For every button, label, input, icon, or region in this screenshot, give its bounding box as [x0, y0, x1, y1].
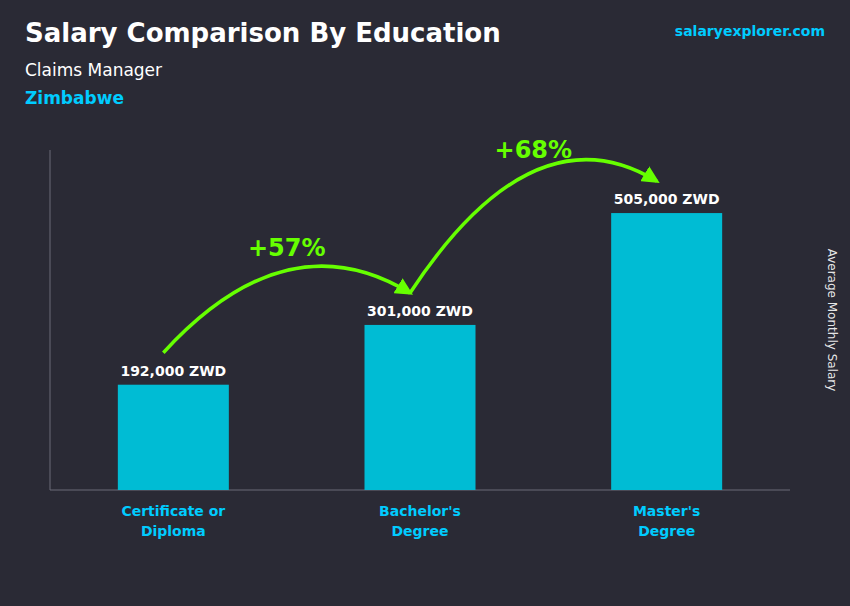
y-axis-label: Average Monthly Salary: [825, 249, 839, 392]
chart: Salary Comparison By Education Claims Man…: [0, 0, 850, 606]
x-tick-label: Bachelor'sDegree: [379, 503, 461, 539]
source: salaryexplorer.com: [675, 23, 825, 39]
y-axis-line: [50, 150, 51, 490]
annotation: +68%: [495, 136, 573, 164]
bars: [118, 213, 722, 490]
title: Salary Comparison By Education: [25, 18, 501, 48]
data-label: 505,000 ZWD: [614, 191, 720, 207]
bar: [118, 385, 229, 490]
annotation-arrow: [410, 160, 657, 293]
x-tick-label: Master'sDegree: [633, 503, 700, 539]
annotation-arrow: [163, 266, 410, 353]
data-label: 301,000 ZWD: [367, 303, 473, 319]
annotation: +57%: [248, 234, 326, 262]
bar: [611, 213, 722, 490]
subtitle: Claims Manager: [25, 60, 162, 80]
background: [0, 0, 850, 606]
chart-container: Salary Comparison By Education Claims Man…: [0, 0, 850, 606]
subtitle: Zimbabwe: [25, 88, 124, 108]
bar: [365, 325, 476, 490]
data-label: 192,000 ZWD: [120, 363, 226, 379]
x-tick-label: Certificate orDiploma: [121, 503, 225, 539]
